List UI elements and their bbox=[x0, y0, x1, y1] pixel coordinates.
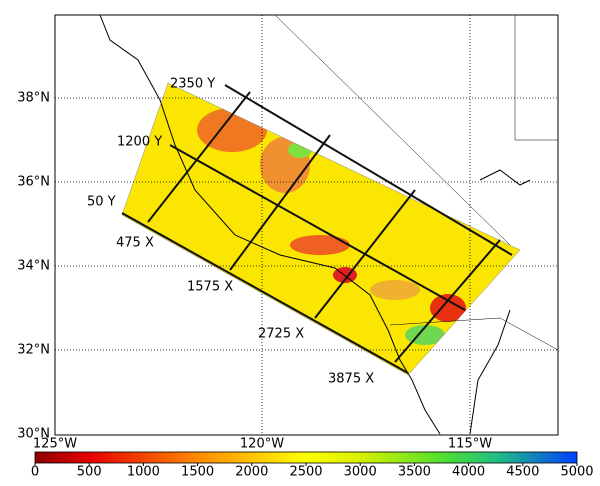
grid-label: 2725 X bbox=[258, 327, 304, 342]
colorbar-tick-label: 3500 bbox=[398, 465, 431, 480]
colorbar-tick-label: 2500 bbox=[289, 465, 322, 480]
lon-label: 115°W bbox=[448, 437, 492, 452]
colorbar-tick-label: 500 bbox=[77, 465, 102, 480]
colorbar-tick-label: 4500 bbox=[506, 465, 539, 480]
colorbar-tick-label: 5000 bbox=[560, 465, 593, 480]
domain-grid bbox=[121, 82, 521, 376]
lat-label: 34°N bbox=[17, 259, 50, 274]
lat-label: 38°N bbox=[17, 91, 50, 106]
lat-label: 32°N bbox=[17, 343, 50, 358]
map-axes: 2350 Y 1200 Y 50 Y 475 X 1575 X 2725 X 3… bbox=[54, 14, 559, 436]
grid-label: 50 Y bbox=[87, 195, 116, 210]
colorbar bbox=[34, 451, 578, 464]
colorbar-tick-label: 0 bbox=[31, 465, 39, 480]
colorbar-tick-label: 2000 bbox=[235, 465, 268, 480]
colorbar-tick-label: 1500 bbox=[181, 465, 214, 480]
grid-label: 1575 X bbox=[187, 280, 233, 295]
colorbar-tick-label: 4000 bbox=[452, 465, 485, 480]
grid-label: 3875 X bbox=[328, 372, 374, 387]
colorbar-tick-label: 3000 bbox=[344, 465, 377, 480]
grid-label: 1200 Y bbox=[117, 135, 162, 150]
grid-label: 475 X bbox=[116, 236, 154, 251]
colorbar-tick-label: 1000 bbox=[127, 465, 160, 480]
lon-label: 120°W bbox=[240, 437, 284, 452]
lat-label: 30°N bbox=[17, 427, 50, 442]
lat-label: 36°N bbox=[17, 175, 50, 190]
lon-label: 125°W bbox=[33, 437, 77, 452]
grid-label: 2350 Y bbox=[170, 77, 215, 92]
